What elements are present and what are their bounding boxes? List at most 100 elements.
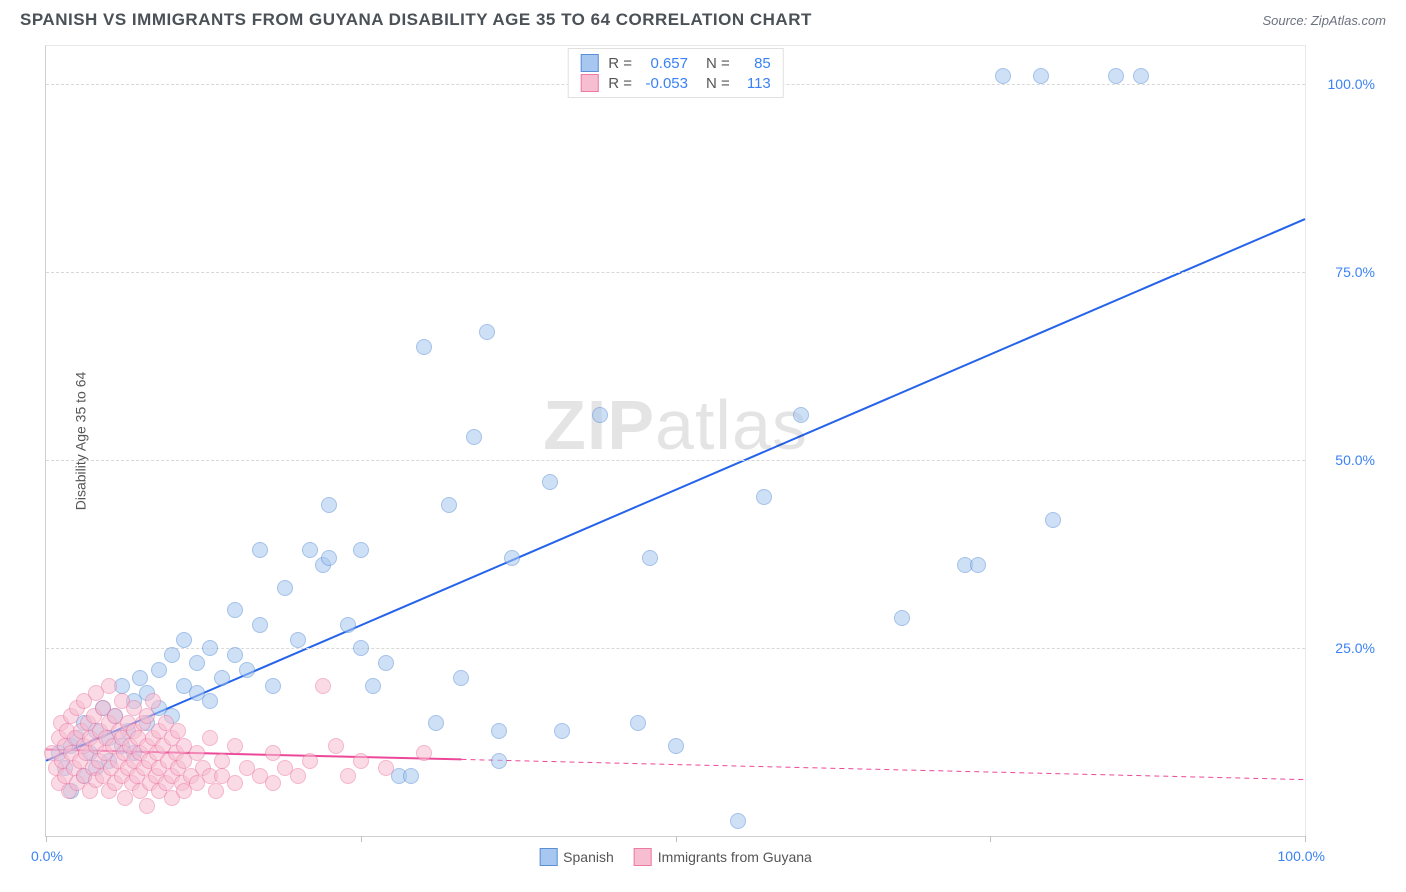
legend-series-item: Immigrants from Guyana	[634, 848, 812, 866]
data-point	[252, 617, 268, 633]
data-point	[227, 738, 243, 754]
data-point	[1045, 512, 1061, 528]
data-point	[101, 678, 117, 694]
data-point	[592, 407, 608, 423]
data-point	[202, 640, 218, 656]
data-point	[214, 670, 230, 686]
data-point	[208, 783, 224, 799]
legend-n-value: 85	[736, 55, 771, 72]
legend-r-label: R =	[608, 55, 632, 72]
data-point	[202, 730, 218, 746]
data-point	[139, 798, 155, 814]
data-point	[428, 715, 444, 731]
data-point	[630, 715, 646, 731]
data-point	[378, 655, 394, 671]
legend-swatch	[580, 54, 598, 72]
data-point	[315, 678, 331, 694]
legend-r-value: 0.657	[638, 55, 688, 72]
watermark-bold: ZIP	[543, 386, 655, 464]
data-point	[290, 632, 306, 648]
data-point	[302, 753, 318, 769]
x-tick-min: 0.0%	[31, 848, 63, 864]
data-point	[353, 753, 369, 769]
data-point	[340, 617, 356, 633]
data-point	[151, 662, 167, 678]
data-point	[227, 647, 243, 663]
legend-r-value: -0.053	[638, 75, 688, 92]
y-tick-label: 100.0%	[1315, 76, 1375, 92]
data-point	[479, 324, 495, 340]
data-point	[1108, 68, 1124, 84]
data-point	[542, 474, 558, 490]
data-point	[894, 610, 910, 626]
data-point	[1133, 68, 1149, 84]
data-point	[642, 550, 658, 566]
gridline-h	[46, 272, 1305, 273]
data-point	[453, 670, 469, 686]
data-point	[466, 429, 482, 445]
y-tick-label: 50.0%	[1315, 452, 1375, 468]
plot-area: ZIPatlas 25.0%50.0%75.0%100.0%	[46, 46, 1305, 836]
x-tick	[676, 836, 677, 842]
data-point	[416, 745, 432, 761]
data-point	[353, 640, 369, 656]
legend-correlation: R = 0.657 N = 85 R = -0.053 N = 113	[567, 48, 784, 98]
data-point	[504, 550, 520, 566]
legend-n-label: N =	[706, 75, 730, 92]
data-point	[321, 550, 337, 566]
data-point	[668, 738, 684, 754]
data-point	[132, 670, 148, 686]
data-point	[340, 768, 356, 784]
legend-series: Spanish Immigrants from Guyana	[539, 848, 812, 866]
chart-header: SPANISH VS IMMIGRANTS FROM GUYANA DISABI…	[0, 0, 1406, 30]
data-point	[117, 790, 133, 806]
data-point	[328, 738, 344, 754]
data-point	[277, 580, 293, 596]
legend-series-item: Spanish	[539, 848, 614, 866]
gridline-h	[46, 460, 1305, 461]
data-point	[995, 68, 1011, 84]
data-point	[403, 768, 419, 784]
data-point	[321, 497, 337, 513]
data-point	[189, 745, 205, 761]
data-point	[756, 489, 772, 505]
data-point	[176, 632, 192, 648]
data-point	[554, 723, 570, 739]
data-point	[214, 753, 230, 769]
legend-correlation-row: R = 0.657 N = 85	[580, 53, 771, 73]
data-point	[145, 693, 161, 709]
watermark-rest: atlas	[655, 386, 808, 464]
legend-swatch	[580, 74, 598, 92]
data-point	[139, 708, 155, 724]
x-tick	[46, 836, 47, 842]
data-point	[353, 542, 369, 558]
data-point	[378, 760, 394, 776]
watermark: ZIPatlas	[543, 385, 808, 465]
data-point	[189, 655, 205, 671]
data-point	[441, 497, 457, 513]
legend-n-label: N =	[706, 55, 730, 72]
data-point	[265, 745, 281, 761]
trend-lines	[46, 46, 1305, 836]
data-point	[164, 647, 180, 663]
data-point	[793, 407, 809, 423]
legend-r-label: R =	[608, 75, 632, 92]
legend-n-value: 113	[736, 75, 771, 92]
data-point	[265, 678, 281, 694]
data-point	[239, 662, 255, 678]
data-point	[1033, 68, 1049, 84]
y-tick-label: 75.0%	[1315, 264, 1375, 280]
data-point	[302, 542, 318, 558]
data-point	[730, 813, 746, 829]
data-point	[365, 678, 381, 694]
legend-swatch	[539, 848, 557, 866]
x-tick	[361, 836, 362, 842]
chart-container: Disability Age 35 to 64 ZIPatlas 25.0%50…	[45, 45, 1306, 837]
data-point	[416, 339, 432, 355]
data-point	[491, 723, 507, 739]
data-point	[227, 775, 243, 791]
legend-series-label: Spanish	[563, 849, 614, 865]
x-tick	[990, 836, 991, 842]
data-point	[265, 775, 281, 791]
chart-source: Source: ZipAtlas.com	[1262, 13, 1386, 28]
